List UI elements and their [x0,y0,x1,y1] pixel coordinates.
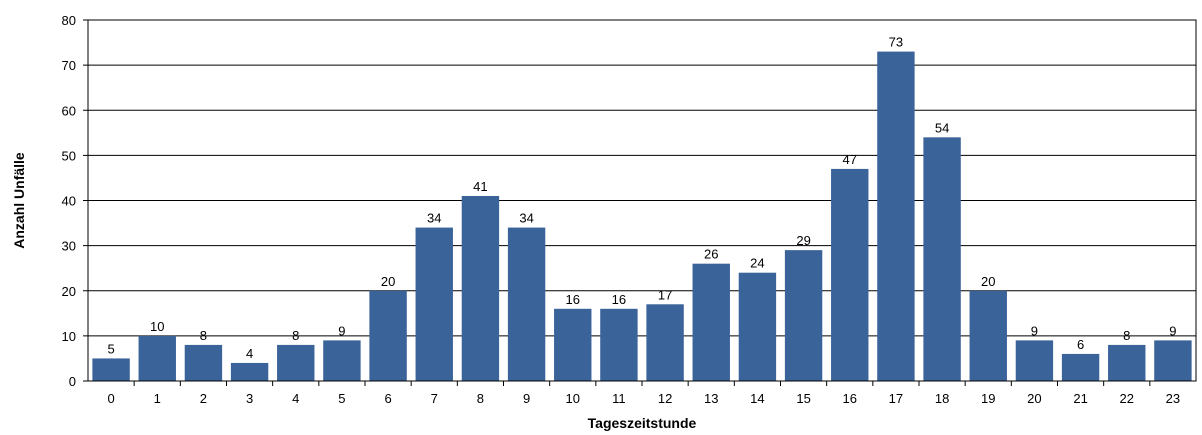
bar-21 [1061,353,1100,381]
data-label-11: 16 [612,292,626,307]
x-tick-label-9: 9 [523,391,530,406]
bar-2 [184,344,223,381]
data-label-17: 73 [889,35,903,50]
y-tick-label-50: 50 [62,148,76,163]
x-tick-label-10: 10 [566,391,580,406]
data-labels: 5 10 8 4 8 9 20 34 41 34 16 16 17 26 24 29 47 73 54 20 9 6 8 9 [107,35,1176,361]
data-label-3: 4 [246,346,253,361]
x-axis-ticks: 0 1 2 3 4 5 6 7 8 9 10 11 12 13 14 15 16 17 18 19 20 21 22 23 [107,381,1180,406]
y-tick-label-70: 70 [62,58,76,73]
bar-15 [784,250,823,381]
y-tick-label-10: 10 [62,329,76,344]
bar-0 [92,358,130,381]
data-label-18: 54 [935,120,949,135]
x-tick-label-14: 14 [750,391,764,406]
bar-14 [738,272,777,381]
bar-13 [692,263,730,381]
data-label-7: 34 [427,211,441,226]
data-label-22: 8 [1123,328,1130,343]
x-tick-label-21: 21 [1073,391,1087,406]
bar-7 [415,227,453,381]
x-tick-label-23: 23 [1166,391,1180,406]
data-label-1: 10 [150,319,164,334]
x-tick-label-1: 1 [154,391,161,406]
data-label-6: 20 [381,274,395,289]
x-tick-label-6: 6 [384,391,391,406]
data-label-23: 9 [1169,323,1176,338]
bar-20 [1015,340,1054,381]
y-tick-label-20: 20 [62,284,76,299]
bar-9 [507,227,546,381]
data-label-12: 17 [658,287,672,302]
bar-19 [969,290,1007,381]
bar-11 [600,308,638,381]
bar-8 [461,195,500,381]
x-axis-title: Tageszeitstunde [588,415,697,431]
y-tick-label-60: 60 [62,103,76,118]
gridlines [88,64,1196,337]
bar-18 [923,137,961,381]
data-label-8: 41 [473,179,487,194]
data-label-19: 20 [981,274,995,289]
x-tick-label-17: 17 [889,391,903,406]
plot-frame [87,19,1197,382]
x-tick-label-22: 22 [1120,391,1134,406]
y-axis-ticks: 0 10 20 30 40 50 60 70 80 [62,13,88,389]
x-tick-label-5: 5 [338,391,345,406]
x-tick-label-11: 11 [612,391,626,406]
x-tick-label-2: 2 [200,391,207,406]
data-label-0: 5 [107,341,114,356]
data-label-2: 8 [200,328,207,343]
bar-12 [646,304,684,381]
x-tick-label-20: 20 [1027,391,1041,406]
bar-10 [554,308,592,381]
bar-22 [1108,344,1146,381]
data-label-15: 29 [796,233,810,248]
x-tick-label-0: 0 [107,391,114,406]
bar-5 [323,340,361,381]
x-tick-label-3: 3 [246,391,253,406]
bar-6 [369,290,407,381]
data-label-5: 9 [338,323,345,338]
x-tick-label-12: 12 [658,391,672,406]
data-label-10: 16 [566,292,580,307]
bars [92,51,1192,382]
y-tick-label-30: 30 [62,239,76,254]
x-tick-label-15: 15 [796,391,810,406]
data-label-13: 26 [704,247,718,262]
y-tick-label-0: 0 [69,374,76,389]
x-tick-label-18: 18 [935,391,949,406]
x-tick-label-7: 7 [431,391,438,406]
bar-1 [138,335,176,381]
data-label-14: 24 [750,256,764,271]
y-axis-title: Anzahl Unfälle [11,152,27,249]
data-label-21: 6 [1077,337,1084,352]
x-tick-label-16: 16 [843,391,857,406]
bar-3 [230,362,269,381]
y-tick-label-40: 40 [62,194,76,209]
x-tick-label-4: 4 [292,391,299,406]
data-label-9: 34 [519,211,533,226]
bar-23 [1154,340,1192,381]
x-tick-label-19: 19 [981,391,995,406]
y-tick-label-80: 80 [62,13,76,28]
x-tick-label-8: 8 [477,391,484,406]
bar-16 [831,168,869,381]
data-label-20: 9 [1031,323,1038,338]
x-tick-label-13: 13 [704,391,718,406]
bar-4 [277,344,315,381]
data-label-16: 47 [843,152,857,167]
bar-17 [877,51,915,382]
data-label-4: 8 [292,328,299,343]
